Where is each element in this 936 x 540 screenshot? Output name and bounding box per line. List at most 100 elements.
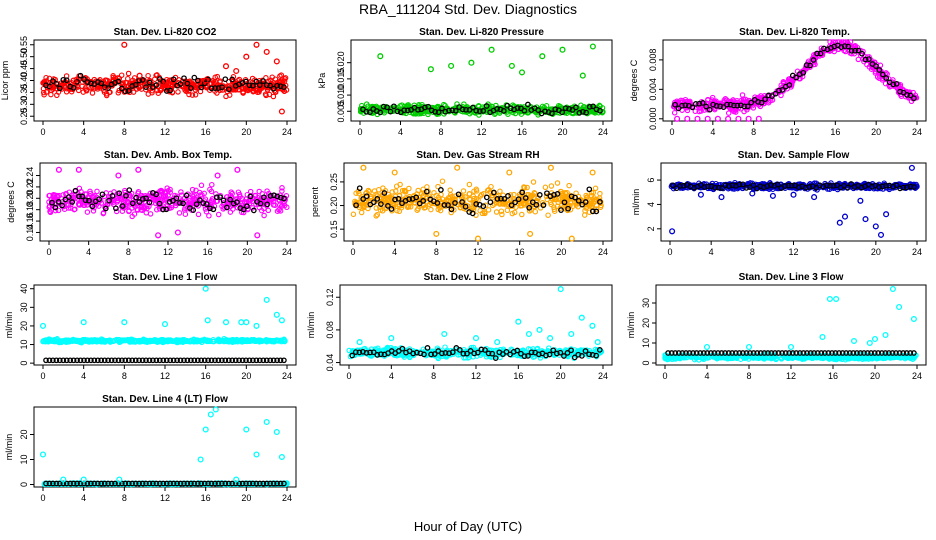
hourly-mean-point (176, 200, 183, 206)
outlier-point (474, 235, 482, 242)
data-point (371, 188, 378, 194)
hourly-mean-point (392, 196, 398, 203)
hourly-mean-point (442, 350, 449, 356)
hourly-mean-point (597, 199, 603, 205)
hourly-mean-point (487, 199, 494, 206)
data-point (261, 212, 267, 219)
data-point (519, 211, 525, 218)
hourly-mean-point (911, 95, 917, 102)
outlier-point (684, 115, 691, 122)
data-point (511, 191, 517, 198)
data-point (435, 202, 442, 209)
hourly-mean-point (163, 357, 170, 364)
y-tick-label: 0.35 (19, 84, 29, 102)
outlier-point (506, 169, 513, 176)
data-point (583, 205, 589, 211)
data-point (147, 338, 153, 344)
hourly-mean-point (467, 348, 474, 354)
hourly-mean-point (575, 197, 582, 204)
panel-title: Stan. Dev. Gas Stream RH (416, 150, 539, 161)
hourly-mean-point (501, 195, 508, 202)
x-tick-label: 4 (81, 127, 86, 137)
data-point (126, 208, 132, 215)
y-tick-label: 0.14 (25, 224, 35, 242)
hourly-mean-point (59, 202, 65, 209)
hourly-mean-point (522, 195, 529, 201)
hourly-mean-point (74, 357, 80, 364)
data-point (209, 181, 215, 188)
x-tick-label: 24 (598, 127, 608, 137)
data-point (103, 91, 110, 97)
y-tick-label: 0.12 (325, 288, 335, 306)
hourly-mean-point (421, 351, 427, 358)
data-point (78, 339, 85, 345)
outlier-point (714, 115, 721, 122)
hourly-mean-point (873, 63, 879, 69)
outlier-point (568, 330, 575, 338)
data-point (481, 210, 488, 216)
hourly-mean-point (184, 80, 191, 87)
hourly-mean-point (514, 105, 521, 111)
outlier-point (527, 230, 534, 237)
data-point (79, 196, 85, 203)
panel-y-axis-label: degrees C (629, 59, 639, 101)
outlier-point (243, 53, 250, 60)
x-tick-label: 20 (241, 127, 251, 137)
panel-frame (660, 162, 927, 242)
data-point (701, 181, 707, 187)
outlier-point (872, 223, 879, 230)
data-point (236, 191, 243, 198)
hourly-mean-point (507, 351, 513, 358)
data-point (262, 91, 269, 97)
x-tick-label: 4 (704, 371, 709, 381)
data-point (168, 204, 175, 211)
hourly-mean-point (416, 200, 423, 207)
hourly-mean-point (483, 194, 490, 201)
hourly-mean-point (431, 351, 438, 357)
data-points (350, 164, 604, 242)
data-point (447, 187, 453, 193)
data-point (521, 184, 528, 191)
hourly-mean-point (270, 85, 277, 92)
hourly-mean-point (897, 185, 903, 192)
data-point (193, 187, 199, 194)
panel-title: Stan. Dev. Li-820 Pressure (419, 27, 544, 38)
hourly-mean-point (758, 99, 765, 106)
outlier-point (263, 296, 270, 303)
data-point (451, 207, 457, 213)
hourly-mean-point (229, 357, 236, 364)
hourly-mean-point (470, 104, 476, 111)
data-point (356, 190, 362, 197)
hourly-mean-point (557, 349, 564, 356)
data-point (545, 212, 551, 218)
outlier-point (222, 319, 230, 326)
hourly-mean-point (452, 200, 458, 206)
data-point (43, 337, 49, 343)
outlier-point (441, 330, 448, 338)
hourly-mean-point (198, 84, 205, 91)
hourly-mean-point (167, 357, 174, 364)
hourly-mean-point (77, 357, 84, 364)
hourly-mean-point (205, 357, 211, 364)
outlier-point (735, 115, 742, 122)
hourly-mean-point (435, 109, 442, 116)
hourly-mean-point (582, 199, 589, 205)
hourly-mean-point (181, 357, 187, 364)
hourly-mean-point (70, 84, 77, 91)
hourly-mean-point (224, 204, 230, 211)
data-point (63, 191, 69, 198)
outlier-point (557, 286, 564, 293)
hourly-mean-point (106, 197, 112, 204)
panel-title: Stan. Dev. Amb. Box Temp. (104, 150, 232, 161)
data-point (472, 198, 479, 205)
hourly-mean-point (546, 351, 553, 358)
hourly-mean-point (267, 357, 274, 364)
hourly-mean-point (423, 188, 430, 195)
data-point (581, 212, 588, 218)
hourly-mean-point (565, 205, 571, 212)
data-point (116, 336, 123, 343)
data-point (90, 208, 97, 214)
outlier-point (174, 229, 181, 236)
hourly-mean-point (729, 182, 736, 189)
